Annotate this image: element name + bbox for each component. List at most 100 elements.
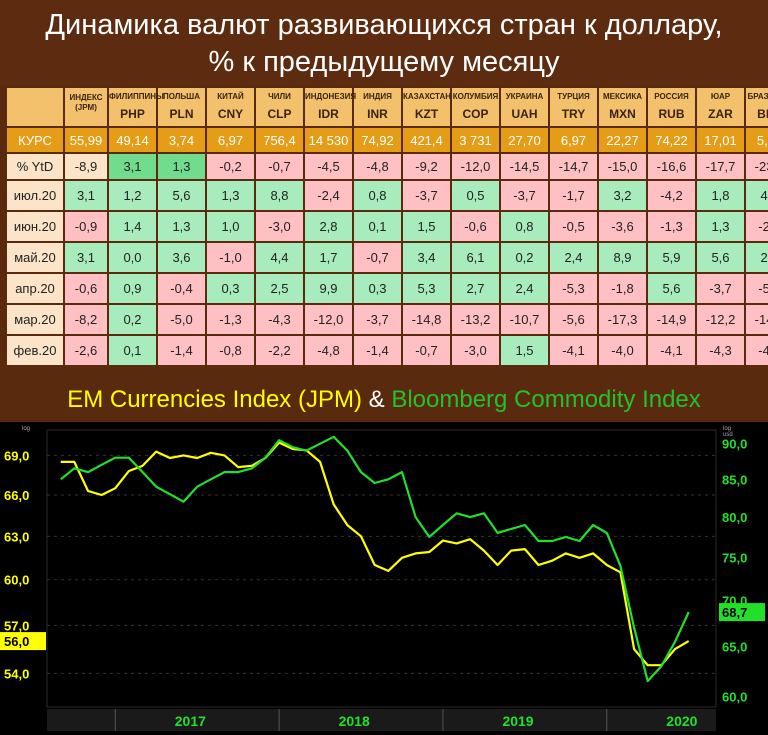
column-header: ИНДЕКС (JPM) [65, 88, 107, 126]
table-cell: 17,01 [697, 128, 744, 152]
x-tick-label: 2020 [666, 713, 697, 729]
column-header: ЮАР ZAR [697, 88, 744, 126]
month-row: июл.20 3,1 1,2 5,6 1,3 8,8 -2,4 0,8 -3,7 0,5 -3,7-… [7, 181, 768, 210]
column-country: КАЗАХСТАН [403, 92, 451, 101]
table-cell: 1,3 [697, 212, 744, 241]
column-code: IDR [318, 107, 339, 121]
table-cell: 14 530 [305, 128, 352, 152]
column-header: КИТАЙ CNY [207, 88, 254, 126]
table-cell: 1,3 [158, 212, 205, 241]
y-left-tick-label: 66,0 [4, 488, 29, 503]
y-right-tick-label: 65,0 [722, 640, 747, 655]
column-code: RUB [658, 107, 685, 121]
table-cell: 2,8 [746, 243, 768, 272]
y-right-tick-label: 85,0 [722, 472, 747, 487]
column-country: ИНДИЯ [363, 92, 392, 101]
table-cell: -0,5 [550, 212, 597, 241]
table-cell: -0,7 [354, 243, 401, 272]
table-cell: 3,4 [403, 243, 450, 272]
table-cell: -1,3 [648, 212, 695, 241]
column-country: ТУРЦИЯ [557, 92, 590, 101]
em-currencies-line [60, 441, 690, 667]
table-cell: -14,1 [746, 305, 768, 334]
table-cell: 0,8 [354, 181, 401, 210]
table-cell: -4,5 [305, 154, 352, 179]
table-header-row: ИНДЕКС (JPM) ФИЛИППИНЫ PHP ПОЛЬША PLN КИТАЙ CN… [7, 88, 768, 126]
column-header: БРАЗИЛИЯ BRL [746, 88, 768, 126]
table-cell: -9,2 [403, 154, 450, 179]
table-cell: 3,1 [109, 154, 156, 179]
column-header: ТУРЦИЯ TRY [550, 88, 597, 126]
table-cell: 74,22 [648, 128, 695, 152]
y-right-tick-label: 80,0 [722, 510, 747, 525]
month-row: мар.20 -8,2 0,2 -5,0 -1,3 -4,3 -12,0 -3,7 -14,8-… [7, 305, 768, 334]
table-cell: -12,0 [452, 154, 499, 179]
table-cell: -4,8 [354, 154, 401, 179]
table-cell: -1,7 [550, 181, 597, 210]
table-cell: -0,7 [403, 336, 450, 365]
ytd-row: % YtD -8,9 3,1 1,3 -0,2 -0,7 -4,5 -4,8 -9,2 -12,0… [7, 154, 768, 179]
table-cell: 2,4 [501, 274, 548, 303]
table-cell: 5,6 [697, 243, 744, 272]
table-cell: 1,3 [158, 154, 205, 179]
column-code: COP [462, 107, 489, 121]
table-cell: 421,4 [403, 128, 450, 152]
table-cell: 1,7 [305, 243, 352, 272]
row-label: фев.20 [7, 336, 63, 365]
table-cell: 1,0 [207, 212, 254, 241]
table-cell: -15,0 [599, 154, 646, 179]
table-cell: 27,70 [501, 128, 548, 152]
column-country: МЕКСИКА [603, 92, 642, 101]
table-cell: -3,0 [452, 336, 499, 365]
month-row: июн.20 -0,9 1,4 1,3 1,0 -3,0 2,8 0,1 1,5 -0,6 0,8-… [7, 212, 768, 241]
table-cell: -23,1 [746, 154, 768, 179]
table-cell: -12,2 [697, 305, 744, 334]
y-right-tick-label: 75,0 [722, 550, 747, 565]
table-cell: -8,9 [65, 154, 107, 179]
em-last-value-box [0, 632, 46, 651]
table-cell: -13,2 [452, 305, 499, 334]
table-cell: 4,4 [256, 243, 303, 272]
table-cell: -3,7 [354, 305, 401, 334]
bcom-last-value-box [719, 603, 765, 622]
table-cell: 3,6 [158, 243, 205, 272]
table-cell: -4,3 [256, 305, 303, 334]
x-tick-label: 2019 [502, 713, 533, 729]
table-cell: 2,7 [452, 274, 499, 303]
column-header: КАЗАХСТАН KZT [403, 88, 451, 126]
table-cell: -1,8 [599, 274, 646, 303]
y-left-tick-label: 57,0 [4, 618, 29, 633]
table-cell: -0,7 [256, 154, 303, 179]
table-cell: 6,1 [452, 243, 499, 272]
column-country: РОССИЯ [654, 92, 689, 101]
column-code: BRL [757, 107, 768, 121]
y-left-tick-label: 63,0 [4, 529, 29, 544]
chart-title-bcom: Bloomberg Commodity Index [391, 386, 701, 413]
table-cell: 0,2 [501, 243, 548, 272]
table-cell: -4,0 [599, 336, 646, 365]
table-cell: -12,0 [305, 305, 352, 334]
table-cell: 6,97 [550, 128, 597, 152]
em-last-value: 56,0 [4, 634, 29, 649]
table-cell: -14,5 [501, 154, 548, 179]
column-country: УКРАИНА [505, 92, 544, 101]
table-cell: -4,2 [648, 181, 695, 210]
table-cell: -2,2 [256, 336, 303, 365]
column-code: KZT [414, 107, 439, 121]
row-label: июл.20 [7, 181, 63, 210]
chart-title-amp: & [368, 386, 385, 413]
table-cell: 5,6 [648, 274, 695, 303]
column-country: КИТАЙ [217, 92, 244, 101]
currency-table: ИНДЕКС (JPM) ФИЛИППИНЫ PHP ПОЛЬША PLN КИТАЙ CN… [5, 86, 768, 367]
rate-row: КУРС 55,99 49,14 3,74 6,97 756,4 14 530 74,92 42… [7, 128, 768, 152]
column-country: ЮАР [710, 92, 731, 101]
column-code: MXN [609, 107, 636, 121]
column-code: CLP [267, 107, 292, 121]
x-axis-band [47, 709, 716, 731]
table-cell: 8,9 [599, 243, 646, 272]
table-cell: 0,3 [207, 274, 254, 303]
column-country: ЧИЛИ [268, 92, 291, 101]
scale-note-right: log [723, 426, 731, 432]
column-country: ФИЛИППИНЫ [109, 92, 164, 101]
table-cell: -0,6 [452, 212, 499, 241]
